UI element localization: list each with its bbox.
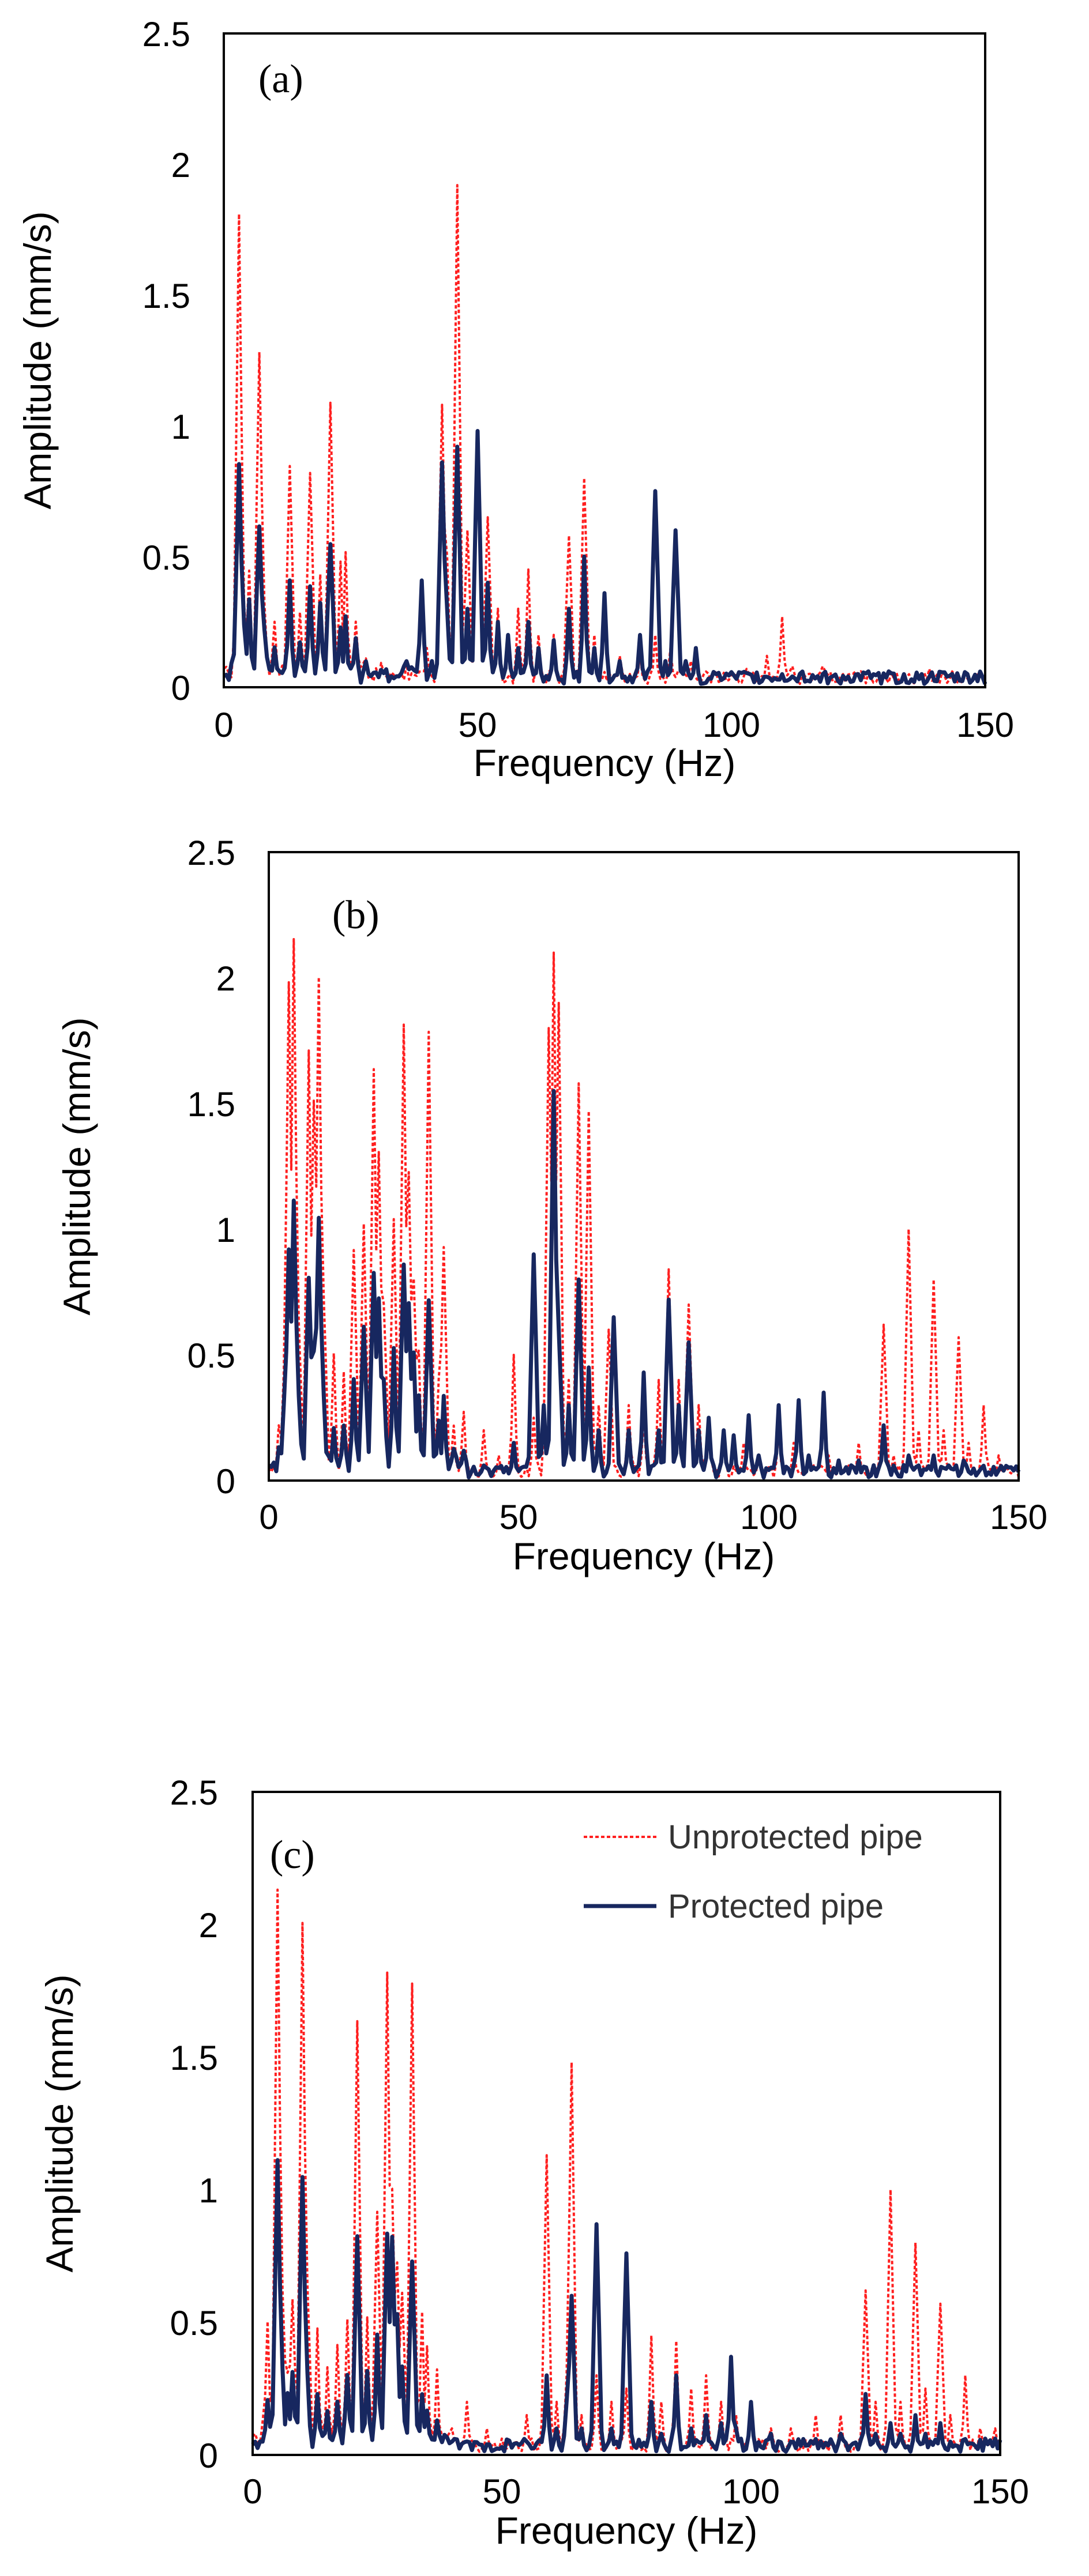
panel-a-ytick-2: 1	[171, 408, 190, 446]
panel-a-ytick-3: 1.5	[142, 277, 190, 315]
panel-b-xtick-2: 100	[740, 1498, 798, 1536]
panel-b-ytick-2: 1	[216, 1211, 235, 1249]
panel-c-xlabel: Frequency (Hz)	[495, 2509, 758, 2552]
panel-b-xtick-3: 150	[990, 1498, 1047, 1536]
panel-a: (a) 0 0.5 1 1.5 2 2.5 0 50 100 150 Frequ…	[16, 15, 1014, 784]
panel-a-plot-frame	[223, 32, 986, 688]
panel-c-xtick-1: 50	[483, 2472, 521, 2511]
panel-a-xtick-3: 150	[956, 706, 1014, 744]
panel-b-xtick-0: 0	[259, 1498, 278, 1536]
panel-c-legend: Unprotected pipe Protected pipe	[584, 1818, 923, 1925]
panel-a-xlabel: Frequency (Hz)	[474, 741, 736, 784]
panel-b-xtick-1: 50	[500, 1498, 538, 1536]
legend-protected-label: Protected pipe	[668, 1888, 884, 1925]
panel-c-ytick-2: 1	[199, 2171, 218, 2210]
panel-c-protected-line	[251, 2158, 1002, 2454]
panel-c-ytick-1: 0.5	[170, 2304, 218, 2342]
panel-a-ytick-0: 0	[171, 669, 190, 707]
panel-b-protected-line	[267, 1089, 1021, 1480]
panel-b-ytick-1: 0.5	[187, 1336, 235, 1375]
panel-b-ytick-3: 1.5	[187, 1085, 235, 1124]
panel-b-protected-series	[267, 1089, 1021, 1480]
panel-a-protected-line	[223, 429, 987, 686]
panel-b-xlabel: Frequency (Hz)	[513, 1535, 775, 1577]
panel-b-ytick-0: 0	[216, 1462, 235, 1501]
panel-c-xtick-3: 150	[971, 2472, 1029, 2511]
panel-b: (b) 0 0.5 1 1.5 2 2.5 0 50 100 150 Frequ…	[55, 834, 1047, 1577]
panel-c-label: (c)	[270, 1833, 315, 1877]
panel-c-unprotected-line	[251, 1888, 1001, 2453]
panel-c-unprotected-series	[251, 1888, 1001, 2453]
panel-c-xtick-0: 0	[243, 2472, 262, 2511]
panel-c: (c) Unprotected pipe Protected pipe 0 0.…	[38, 1773, 1029, 2552]
panel-b-ytick-5: 2.5	[187, 834, 235, 872]
panel-c-protected-series	[251, 2158, 1002, 2454]
panel-a-protected-series	[223, 429, 987, 686]
panel-a-ytick-4: 2	[171, 146, 190, 184]
panel-c-ytick-0: 0	[199, 2436, 218, 2475]
panel-c-ylabel: Amplitude (mm/s)	[38, 1974, 81, 2272]
panel-a-xtick-0: 0	[214, 706, 233, 744]
panel-c-ytick-4: 2	[199, 1906, 218, 1945]
panel-c-ytick-3: 1.5	[170, 2039, 218, 2077]
panel-a-label: (a)	[258, 57, 303, 101]
panel-b-ytick-4: 2	[216, 959, 235, 998]
panel-a-ylabel: Amplitude (mm/s)	[16, 211, 59, 509]
panel-a-xtick-1: 50	[459, 706, 497, 744]
panel-b-label: (b)	[332, 893, 380, 937]
panel-b-plot-frame	[268, 851, 1020, 1482]
panel-a-xtick-2: 100	[703, 706, 760, 744]
panel-b-ylabel: Amplitude (mm/s)	[55, 1017, 98, 1315]
panel-a-ytick-1: 0.5	[142, 538, 190, 577]
panel-c-plot-frame	[251, 1791, 1001, 2456]
panel-a-ytick-5: 2.5	[142, 15, 190, 54]
panel-c-ytick-5: 2.5	[170, 1773, 218, 1812]
legend-unprotected-label: Unprotected pipe	[668, 1818, 923, 1856]
panel-c-xtick-2: 100	[722, 2472, 780, 2511]
